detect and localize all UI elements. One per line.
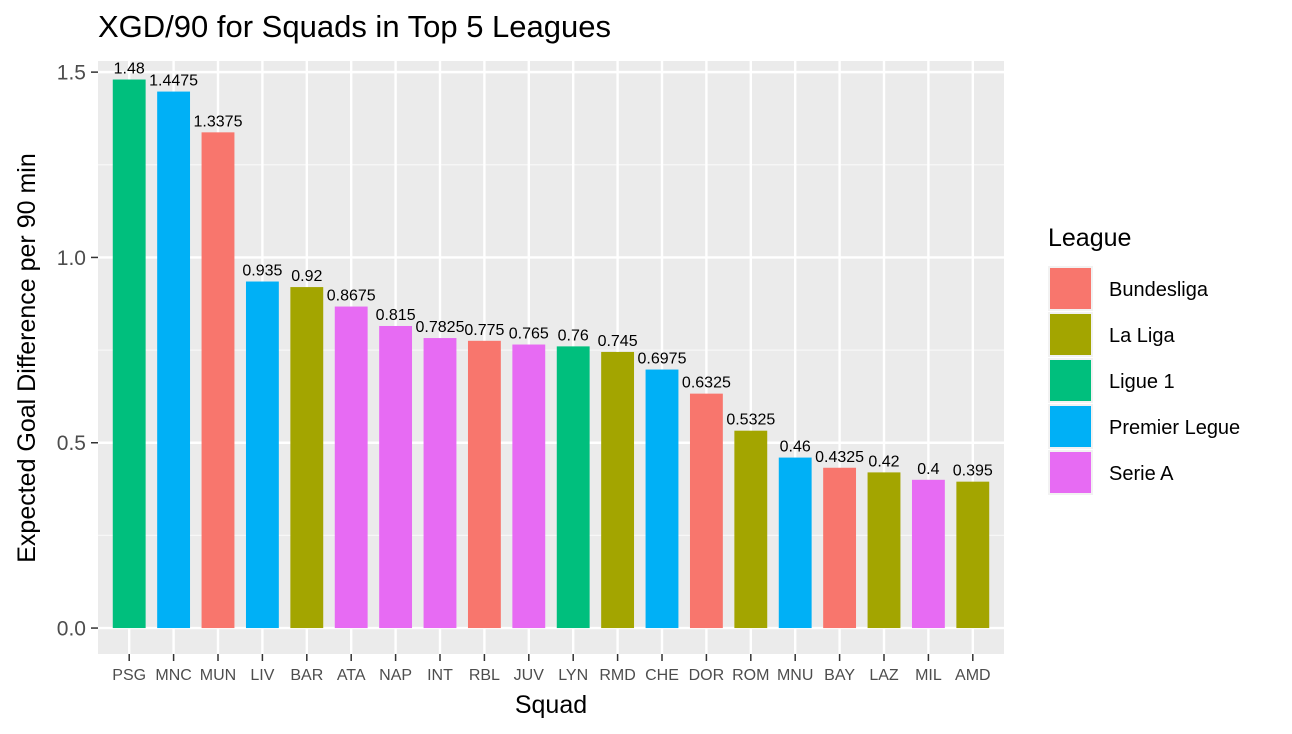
x-tick-label: PSG [112,667,146,684]
bar-mil [911,479,945,629]
bar-value-label: 0.92 [291,268,322,285]
legend-swatch [1050,314,1091,355]
legend-entry-label: La Liga [1109,325,1175,347]
legend-swatch [1050,268,1091,309]
bar-value-label: 1.48 [114,61,145,78]
bar-value-label: 0.7825 [416,319,465,336]
bar-value-label: 0.935 [242,263,282,280]
x-tick-label: LAZ [869,667,899,684]
x-tick-label: MNC [155,667,191,684]
bar-liv [245,281,279,629]
bar-value-label: 0.4 [917,461,939,478]
bar-int [423,338,457,629]
bar-bar [290,287,324,629]
x-axis: PSG MNC MUN LIV BAR ATA NAP INT RBL JUV LYN RMD CHE D… [112,654,991,684]
bar-mnu [778,457,812,629]
y-tick-label: 1.0 [57,247,86,270]
bar-value-label: 0.6975 [638,351,687,368]
legend-entry-label: Bundesliga [1109,279,1209,301]
bar-labels: 1.481.4475 1.3375 0.935 0.92 0.86750.8150.78… [114,61,993,480]
bar-nap [379,325,413,629]
x-tick-label: RBL [469,667,500,684]
bar-value-label: 0.765 [509,326,549,343]
chart-title: XGD/90 for Squads in Top 5 Leagues [98,9,611,44]
x-tick-label: RMD [599,667,635,684]
x-tick-label: LYN [558,667,588,684]
legend-swatch [1050,360,1091,401]
legend-swatch [1050,406,1091,447]
x-tick-label: CHE [645,667,679,684]
bar-value-label: 0.6325 [682,375,731,392]
bar-value-label: 0.745 [598,333,638,350]
bar-value-label: 0.5325 [726,412,775,429]
x-tick-label: BAR [290,667,323,684]
bar-mnc [157,91,191,629]
x-tick-label: ATA [337,667,366,684]
legend: League Bundesliga La Liga Ligue 1 Premier L… [1048,224,1240,495]
bar-psg [112,79,146,629]
bar-value-label: 0.775 [464,322,504,339]
y-tick-label: 1.5 [57,62,86,85]
bar-value-label: 0.4325 [815,449,864,466]
bar-value-label: 0.815 [376,307,416,324]
bar-value-label: 1.3375 [194,113,243,130]
x-tick-label: ROM [732,667,769,684]
bar-juv [512,344,546,629]
x-tick-label: INT [427,667,453,684]
x-tick-label: MIL [915,667,942,684]
x-tick-label: LIV [250,667,274,684]
x-tick-label: MNU [777,667,813,684]
bar-value-label: 0.42 [868,453,899,470]
bar-rom [734,430,768,629]
legend-entry-label: Premier Legue [1109,417,1240,439]
bar-dor [689,393,723,629]
legend-swatch [1050,452,1091,493]
y-axis-title: Expected Goal Difference per 90 min [13,153,41,563]
x-tick-label: JUV [514,667,545,684]
bar-ata [334,306,368,629]
bar-laz [867,472,901,629]
y-tick-label: 0.5 [57,432,86,455]
bar-che [645,369,679,629]
bar-lyn [556,346,590,629]
x-tick-label: NAP [379,667,412,684]
bar-value-label: 1.4475 [149,73,198,90]
bar-rbl [467,340,501,629]
legend-entry-label: Ligue 1 [1109,371,1175,393]
bar-bay [823,467,857,629]
bar-value-label: 0.8675 [327,288,376,305]
x-tick-label: BAY [824,667,855,684]
bar-value-label: 0.76 [558,327,589,344]
x-axis-title: Squad [515,691,587,719]
bar-amd [956,481,990,629]
x-tick-label: AMD [955,667,991,684]
bars [112,79,990,629]
x-tick-label: DOR [689,667,725,684]
bar-rmd [601,351,635,629]
legend-entry-label: Serie A [1109,463,1174,485]
legend-title: League [1048,224,1131,252]
bar-value-label: 0.395 [953,463,993,480]
bar-value-label: 0.46 [780,439,811,456]
x-tick-label: MUN [200,667,236,684]
y-tick-label: 0.0 [57,618,86,641]
bar-mun [201,132,235,629]
y-axis: 0.0 0.5 1.0 1.5 [57,62,98,641]
